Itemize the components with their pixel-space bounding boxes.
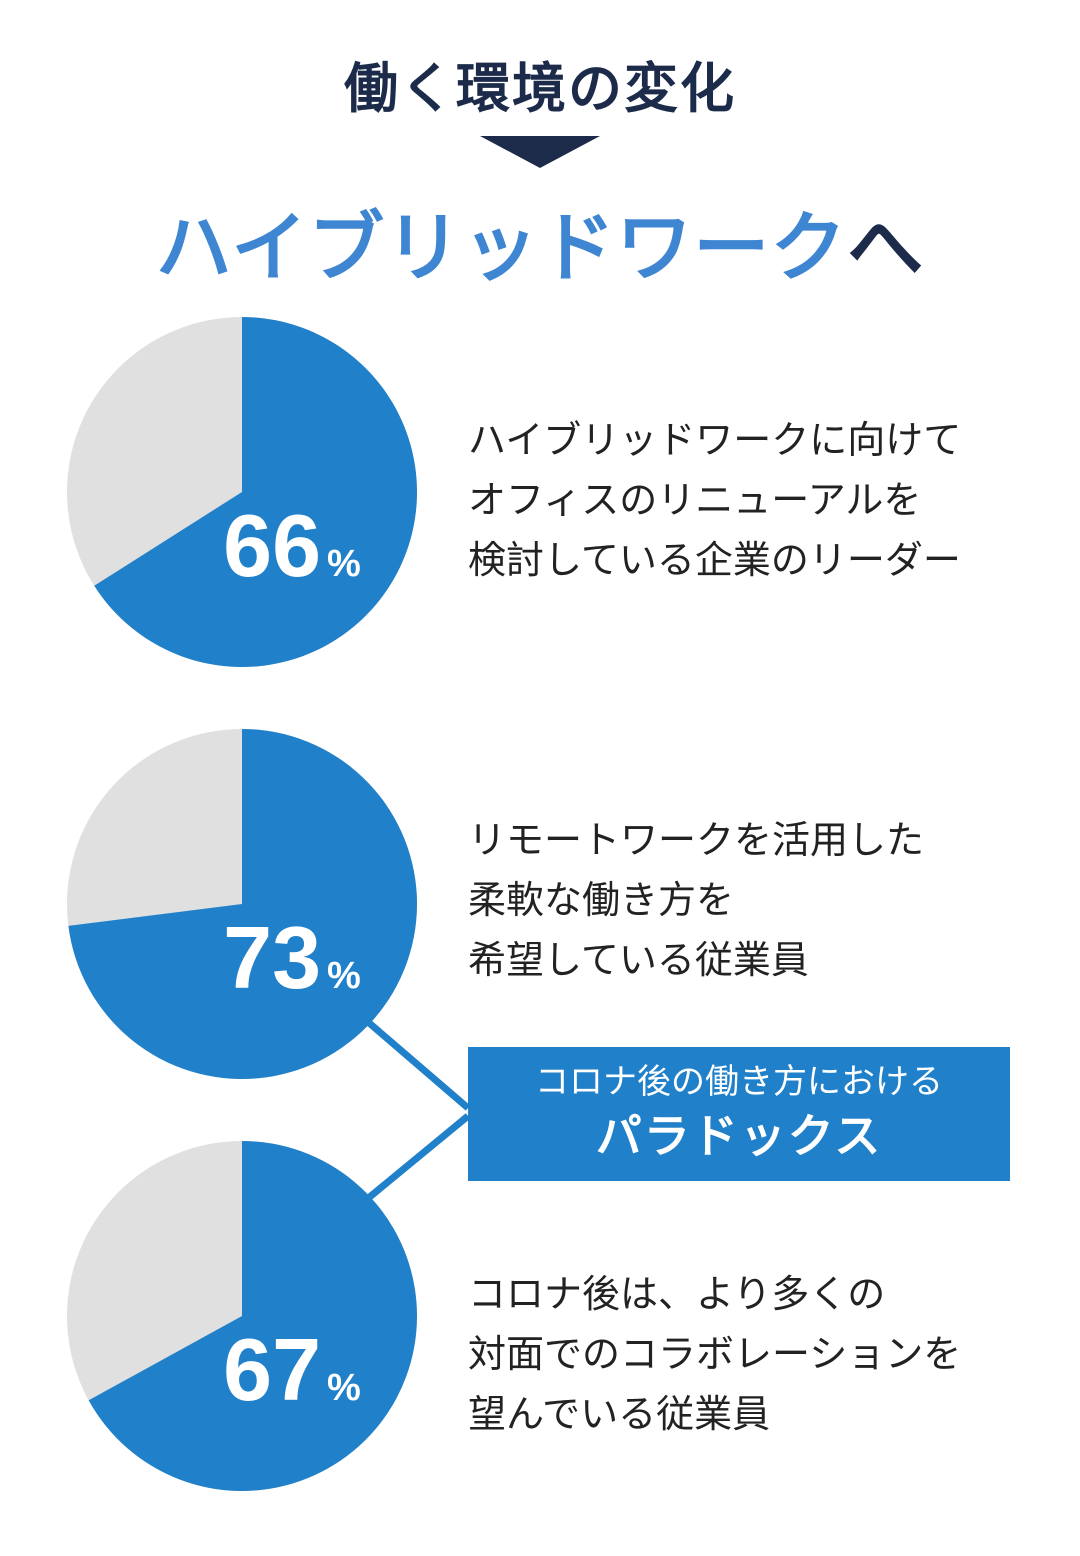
paradox-callout-line-2: パラドックス — [595, 1109, 883, 1163]
pie-value-number: 66 — [223, 496, 321, 595]
description-2-line-3: 希望している従業員 — [468, 938, 809, 982]
main-title: ハイブリッドワークへ — [0, 186, 1080, 296]
main-title-suffix: へ — [847, 203, 925, 292]
paradox-callout-line-1: コロナ後の働き方における — [535, 1062, 943, 1102]
pie-slice-value — [68, 729, 418, 1079]
pie-chart-2: 73% — [67, 729, 418, 1079]
connector-line-lower — [363, 1113, 471, 1203]
connector-line-upper — [365, 1019, 471, 1111]
pie-value-number: 67 — [223, 1320, 321, 1419]
pie-value-unit: % — [327, 543, 361, 585]
description-1-line-3: 検討している企業のリーダー — [468, 538, 961, 582]
pie-value-unit: % — [327, 1367, 361, 1409]
pie-value-number: 73 — [223, 908, 321, 1007]
description-3-line-2: 対面でのコラボレーションを — [468, 1332, 962, 1376]
pie-slice-value — [94, 317, 417, 667]
main-title-accent: ハイブリッドワーク — [155, 203, 848, 292]
down-arrow-icon — [480, 136, 600, 168]
description-3: コロナ後は、より多くの 対面でのコラボレーションを 望んでいる従業員 — [468, 1264, 1068, 1444]
pie-value-label: 73% — [223, 908, 361, 1007]
description-2-line-2: 柔軟な働き方を — [468, 878, 735, 922]
pie-value-unit: % — [327, 955, 361, 997]
pie-value-label: 67% — [223, 1320, 361, 1419]
description-1: ハイブリッドワークに向けて オフィスのリニューアルを 検討している企業のリーダー — [468, 410, 1068, 590]
description-2: リモートワークを活用した 柔軟な働き方を 希望している従業員 — [468, 810, 1068, 990]
paradox-callout: コロナ後の働き方における パラドックス — [468, 1047, 1010, 1181]
description-2-line-1: リモートワークを活用した — [468, 818, 925, 862]
pie-chart-3: 67% — [67, 1141, 417, 1491]
page-title: 働く環境の変化 — [344, 57, 736, 120]
description-3-line-3: 望んでいる従業員 — [468, 1392, 771, 1436]
pie-chart-1: 66% — [67, 317, 417, 667]
description-1-line-2: オフィスのリニューアルを — [468, 478, 922, 522]
pie-slice-value — [88, 1141, 417, 1491]
description-3-line-1: コロナ後は、より多くの — [468, 1272, 886, 1316]
description-1-line-1: ハイブリッドワークに向けて — [468, 418, 962, 462]
pie-value-label: 66% — [223, 496, 361, 595]
